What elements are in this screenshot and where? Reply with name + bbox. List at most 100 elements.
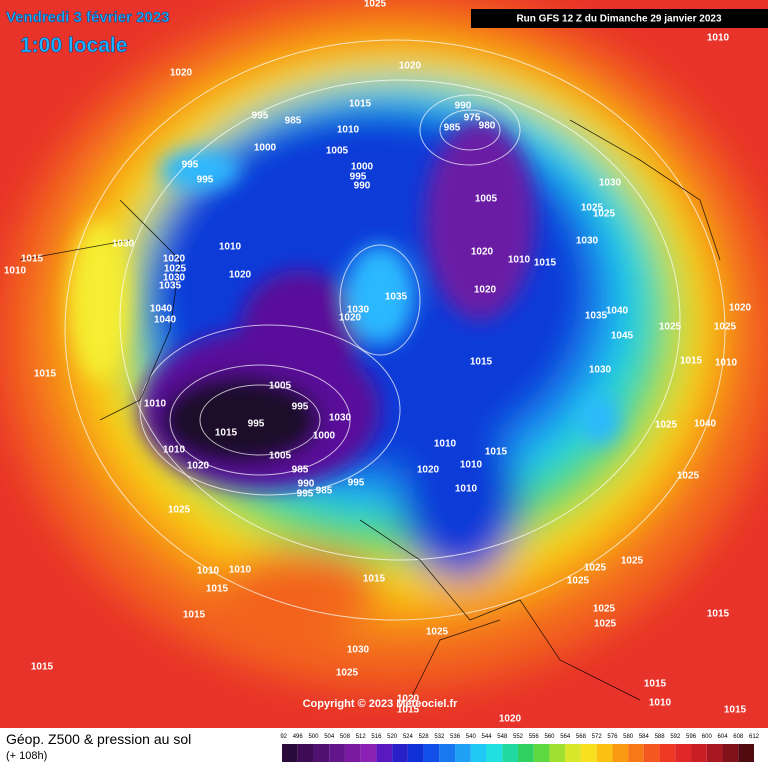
scale-swatch xyxy=(691,744,707,762)
pressure-label: 1025 xyxy=(567,576,590,587)
pressure-label: 1010 xyxy=(715,358,738,369)
scale-label: 568 xyxy=(576,734,587,740)
scale-label: 540 xyxy=(466,734,477,740)
pressure-label: 995 xyxy=(348,478,365,489)
scale-swatch xyxy=(392,744,408,762)
scale-swatch xyxy=(738,744,754,762)
scale-swatch xyxy=(360,744,377,762)
scale-label: 524 xyxy=(403,734,414,740)
pressure-label: 1025 xyxy=(581,203,604,214)
pressure-label: 1030 xyxy=(163,273,186,284)
pressure-label: 995 xyxy=(350,172,367,183)
forecast-time: 1:00 locale xyxy=(20,34,127,57)
scale-label: 572 xyxy=(592,734,603,740)
scale-label: 536 xyxy=(450,734,461,740)
pressure-label: 1030 xyxy=(599,178,622,189)
scale-label: 496 xyxy=(293,734,304,740)
scale-label: 564 xyxy=(560,734,571,740)
scale-swatch xyxy=(549,744,566,762)
pressure-label: 990 xyxy=(298,479,315,490)
pressure-label: 1010 xyxy=(455,484,478,495)
scale-swatch xyxy=(297,744,314,762)
pressure-label: 1010 xyxy=(337,125,360,136)
pressure-label: 1020 xyxy=(399,61,422,72)
scale-label: 512 xyxy=(356,734,367,740)
color-scale: 492 496 500 504 508 512 516 520 524 528 532 536 540 5… xyxy=(280,734,760,762)
scale-swatch xyxy=(518,744,534,762)
scale-swatch xyxy=(643,744,660,762)
pressure-label: 1010 xyxy=(144,399,167,410)
pressure-label: 1000 xyxy=(351,162,374,173)
pressure-label: 1010 xyxy=(460,460,483,471)
pressure-label: 1010 xyxy=(4,266,27,277)
scale-swatch xyxy=(455,744,471,762)
footer: Géop. Z500 & pression au sol (+ 108h) 49… xyxy=(0,728,768,768)
pressure-label: 1015 xyxy=(707,609,730,620)
scale-swatch xyxy=(486,744,503,762)
pressure-label: 1030 xyxy=(576,236,599,247)
pressure-label: 1015 xyxy=(215,428,238,439)
pressure-label: 995 xyxy=(297,489,314,500)
scale-label: 500 xyxy=(308,734,319,740)
scale-label: 544 xyxy=(482,734,493,740)
pressure-label: 1030 xyxy=(589,365,612,376)
pressure-label: 1035 xyxy=(159,281,182,292)
pressure-label: 1025 xyxy=(659,322,682,333)
scale-swatch xyxy=(376,744,393,762)
pressure-label: 1025 xyxy=(594,619,617,630)
pressure-label: 1020 xyxy=(499,714,522,725)
copyright: Copyright © 2023 Meteociel.fr xyxy=(303,698,459,710)
pressure-label: 1025 xyxy=(364,0,387,10)
pressure-label: 1025 xyxy=(593,209,616,220)
pressure-label: 1030 xyxy=(112,239,135,250)
scale-swatch xyxy=(675,744,692,762)
scale-swatch xyxy=(565,744,581,762)
pressure-label: 990 xyxy=(354,181,371,192)
scale-swatch xyxy=(470,744,487,762)
pressure-label: 1020 xyxy=(474,285,497,296)
pressure-label: 1010 xyxy=(219,242,242,253)
scale-label: 604 xyxy=(718,734,729,740)
pressure-label: 985 xyxy=(292,465,309,476)
pressure-label: 1015 xyxy=(534,258,557,269)
pressure-label: 1020 xyxy=(729,303,752,314)
pressure-label: 1025 xyxy=(593,604,616,615)
pressure-label: 995 xyxy=(252,111,269,122)
pressure-label: 995 xyxy=(182,160,199,171)
pressure-label: 1010 xyxy=(229,565,252,576)
pressure-label: 1025 xyxy=(714,322,737,333)
pressure-label: 1005 xyxy=(326,146,349,157)
pressure-label: 1010 xyxy=(163,445,186,456)
pressure-label: 1020 xyxy=(339,313,362,324)
pressure-label: 1035 xyxy=(385,292,408,303)
scale-label: 532 xyxy=(434,734,445,740)
pressure-label: 1015 xyxy=(485,447,508,458)
scale-label: 612 xyxy=(749,734,760,740)
pressure-label: 995 xyxy=(248,419,265,430)
scale-label: 576 xyxy=(607,734,618,740)
pressure-label: 1005 xyxy=(269,381,292,392)
scale-label: 548 xyxy=(497,734,508,740)
scale-swatch xyxy=(706,744,723,762)
pressure-label: 1015 xyxy=(349,99,372,110)
scale-label: 528 xyxy=(419,734,430,740)
footer-title: Géop. Z500 & pression au sol xyxy=(6,731,192,747)
run-info: Run GFS 12 Z du Dimanche 29 janvier 2023 xyxy=(516,14,722,25)
scale-label: 556 xyxy=(529,734,540,740)
scale-label: 492 xyxy=(280,734,288,740)
scale-label: 596 xyxy=(686,734,697,740)
pressure-label: 995 xyxy=(197,175,214,186)
scale-swatch xyxy=(612,744,629,762)
pressure-label: 985 xyxy=(285,116,302,127)
scale-label: 516 xyxy=(371,734,382,740)
scale-label: 592 xyxy=(670,734,681,740)
scale-swatch xyxy=(659,744,676,762)
pressure-label: 1035 xyxy=(585,311,608,322)
pressure-label: 1020 xyxy=(170,68,193,79)
pressure-label: 1015 xyxy=(644,679,667,690)
scale-label: 560 xyxy=(544,734,555,740)
pressure-label: 1030 xyxy=(347,305,370,316)
scale-label: 580 xyxy=(623,734,634,740)
pressure-label: 1025 xyxy=(621,556,644,567)
